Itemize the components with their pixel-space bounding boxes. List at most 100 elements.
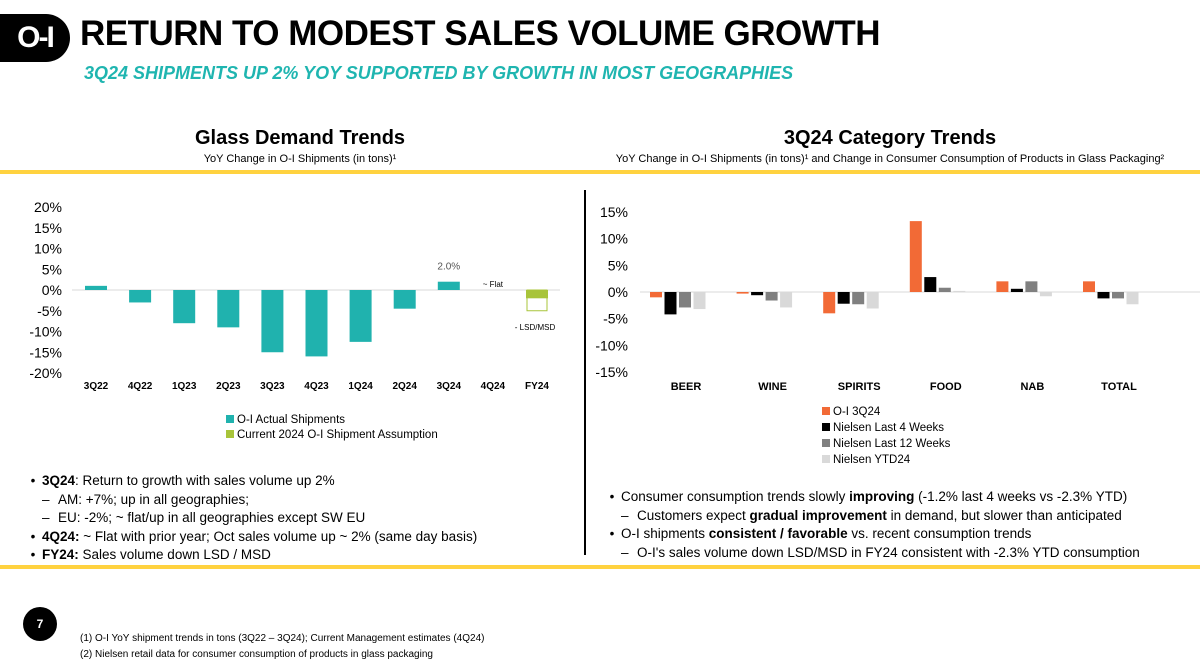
bullet-item: O-I's sales volume down LSD/MSD in FY24 … [603,544,1140,563]
footnote-2: (2) Nielsen retail data for consumer con… [80,649,433,660]
y-tick-label: 10% [34,241,62,257]
bar-o-i-3q24-nab [996,281,1009,292]
bullet-text: AM: +7%; up in all geographies; [58,491,249,507]
y-tick-label: 0% [42,282,62,298]
bullet-item: O-I shipments consistent / favorable vs.… [603,525,1140,544]
x-tick-label: 2Q23 [216,381,241,392]
bullet-bold: consistent / favorable [708,526,848,542]
y-tick-label: 0% [608,284,628,300]
y-tick-label: -20% [29,365,62,381]
legend-label: Nielsen YTD24 [833,454,911,466]
x-tick-label: SPIRITS [838,381,881,393]
bullet-item: Customers expect gradual improvement in … [603,507,1140,526]
bar-nielsen-last-4-weeks-nab [1010,288,1023,292]
bar-actual-4Q22 [129,290,152,303]
left-chart-subtitle: YoY Change in O-I Shipments (in tons)¹ [203,153,397,165]
left-legend: O-I Actual Shipments Current 2024 O-I Sh… [226,414,438,441]
bar-nielsen-last-4-weeks-wine [751,292,764,296]
bar-nielsen-ytd24-total [1126,292,1139,305]
bar-actual-3Q23 [261,290,284,353]
bar-nielsen-last-4-weeks-food [924,277,937,292]
y-tick-label: 10% [600,231,628,247]
bar-actual-1Q24 [349,290,372,342]
bullet-text: in demand, but slower than anticipated [886,507,1122,523]
y-tick-label: -15% [29,344,62,360]
bullet-bold: 3Q24 [42,473,76,488]
y-tick-label: -10% [595,337,628,353]
bar-nielsen-last-4-weeks-total [1097,292,1110,299]
bullet-text: Consumer consumption trends slowly [621,489,850,504]
legend-item-ytd: Nielsen YTD24 [822,452,950,468]
bullet-text: vs. recent consumption trends [847,526,1032,542]
x-tick-label: WINE [758,381,787,393]
x-tick-label: 3Q23 [260,381,285,392]
legend-swatch [226,430,234,438]
bar-nielsen-ytd24-nab [1039,292,1052,297]
legend-item-4wk: Nielsen Last 4 Weeks [822,420,950,436]
page-title: RETURN TO MODEST SALES VOLUME GROWTH [80,14,880,53]
bullet-bold: improving [849,489,915,504]
bar-actual-3Q22 [85,285,107,290]
bullet-item: 3Q24: Return to growth with sales volume… [24,472,477,491]
y-tick-label: 20% [34,199,62,215]
data-label-FY24: - LSD/MSD [515,323,556,332]
legend-swatch [822,455,830,463]
x-tick-label: 3Q22 [84,381,109,392]
bullet-text: Sales volume down LSD / MSD [78,547,271,563]
x-tick-label: 3Q24 [437,381,462,392]
legend-swatch [822,407,830,415]
x-tick-label: 1Q23 [172,381,197,392]
y-tick-label: -5% [603,311,628,327]
bar-nielsen-last-12-weeks-beer [679,292,691,308]
x-tick-label: 4Q24 [481,381,506,392]
bar-actual-2Q24 [393,290,416,309]
bullet-bold: 4Q24: [42,528,80,544]
bullet-bold: gradual improvement [749,507,887,523]
legend-swatch [822,423,830,431]
bar-actual-4Q23 [305,290,328,357]
bar-nielsen-ytd24-beer [693,292,706,310]
x-tick-label: 2Q24 [392,381,417,392]
bar-nielsen-last-12-weeks-food [938,287,951,292]
bar-o-i-3q24-beer [650,292,662,298]
bullet-text: : Return to growth with sales volume up … [75,473,335,488]
bullet-text: O-I shipments [621,526,709,542]
left-chart-title: Glass Demand Trends [194,127,406,149]
bar-nielsen-ytd24-food [953,290,966,292]
bar-actual-3Q24 [437,281,460,290]
y-tick-label: 5% [608,257,628,273]
top-yellow-rule [0,170,1200,174]
page-subtitle: 3Q24 SHIPMENTS UP 2% YOY SUPPORTED BY GR… [84,63,794,83]
bar-actual-1Q23 [173,290,196,324]
x-tick-label: NAB [1020,381,1044,393]
bullet-text: ~ Flat with prior year; Oct sales volume… [79,528,478,544]
legend-label: O-I 3Q24 [833,406,881,418]
x-tick-label: BEER [671,381,702,393]
x-tick-label: 4Q22 [128,381,153,392]
legend-item-12wk: Nielsen Last 12 Weeks [822,436,950,452]
legend-label: Current 2024 O-I Shipment Assumption [237,429,438,441]
bar-nielsen-last-12-weeks-total [1112,292,1124,299]
bullet-text: EU: -2%; ~ flat/up in all geographies ex… [58,510,366,526]
bar-nielsen-last-4-weeks-beer [664,292,677,315]
bar-assumption-FY24 [526,290,548,299]
legend-item-oi: O-I 3Q24 [822,404,950,420]
right-bullets: Consumer consumption trends slowly impro… [603,488,1140,562]
bar-nielsen-last-12-weeks-nab [1025,281,1038,292]
bullet-item: AM: +7%; up in all geographies; [24,491,477,510]
bullet-text: (-1.2% last 4 weeks vs -2.3% YTD) [914,489,1128,504]
right-chart-subtitle: YoY Change in O-I Shipments (in tons)¹ a… [615,153,1165,165]
bar-nielsen-last-4-weeks-spirits [837,292,850,304]
bullet-item: 4Q24: ~ Flat with prior year; Oct sales … [24,528,477,547]
logo-text: O-I [17,21,55,54]
right-legend: O-I 3Q24 Nielsen Last 4 Weeks Nielsen La… [822,404,950,468]
legend-item-actual: O-I Actual Shipments [226,414,438,426]
legend-label: Nielsen Last 4 Weeks [833,422,945,434]
bottom-yellow-rule [0,565,1200,569]
oi-logo: O-I [0,14,70,62]
data-label-3Q24: 2.0% [437,262,460,273]
y-tick-label: -5% [37,303,62,319]
bullet-text: Customers expect [637,507,750,523]
right-chart-title: 3Q24 Category Trends [783,127,997,149]
